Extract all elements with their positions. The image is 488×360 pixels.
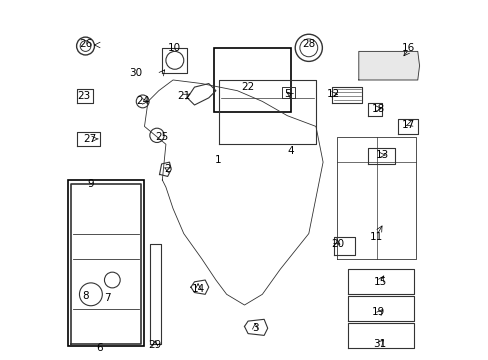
Text: 26: 26	[79, 39, 92, 49]
Text: 15: 15	[373, 277, 386, 287]
Text: 6: 6	[96, 343, 103, 353]
Text: 23: 23	[77, 91, 90, 101]
Text: 7: 7	[103, 293, 110, 303]
Text: 19: 19	[371, 307, 384, 317]
Text: 29: 29	[148, 340, 162, 350]
Text: 1: 1	[214, 156, 221, 165]
Text: 17: 17	[401, 120, 415, 130]
Text: 3: 3	[251, 323, 258, 333]
Text: 9: 9	[87, 179, 94, 189]
Text: 25: 25	[155, 132, 169, 142]
Text: 13: 13	[375, 150, 388, 160]
Text: 11: 11	[369, 232, 383, 242]
Text: 4: 4	[287, 147, 294, 157]
Text: 5: 5	[284, 89, 290, 99]
Text: 28: 28	[302, 39, 315, 49]
Polygon shape	[358, 51, 419, 80]
Text: 12: 12	[326, 89, 340, 99]
Text: 20: 20	[330, 239, 343, 249]
Text: 18: 18	[371, 104, 384, 113]
Text: 14: 14	[191, 284, 204, 294]
Text: 24: 24	[136, 96, 149, 107]
Text: 30: 30	[129, 68, 142, 78]
Text: 22: 22	[241, 82, 254, 92]
Text: 8: 8	[82, 291, 89, 301]
Text: 31: 31	[373, 339, 386, 349]
Text: 27: 27	[83, 134, 97, 144]
Text: 10: 10	[168, 43, 181, 53]
Text: 16: 16	[401, 43, 415, 53]
Text: 2: 2	[164, 164, 171, 174]
Text: 21: 21	[177, 91, 190, 101]
